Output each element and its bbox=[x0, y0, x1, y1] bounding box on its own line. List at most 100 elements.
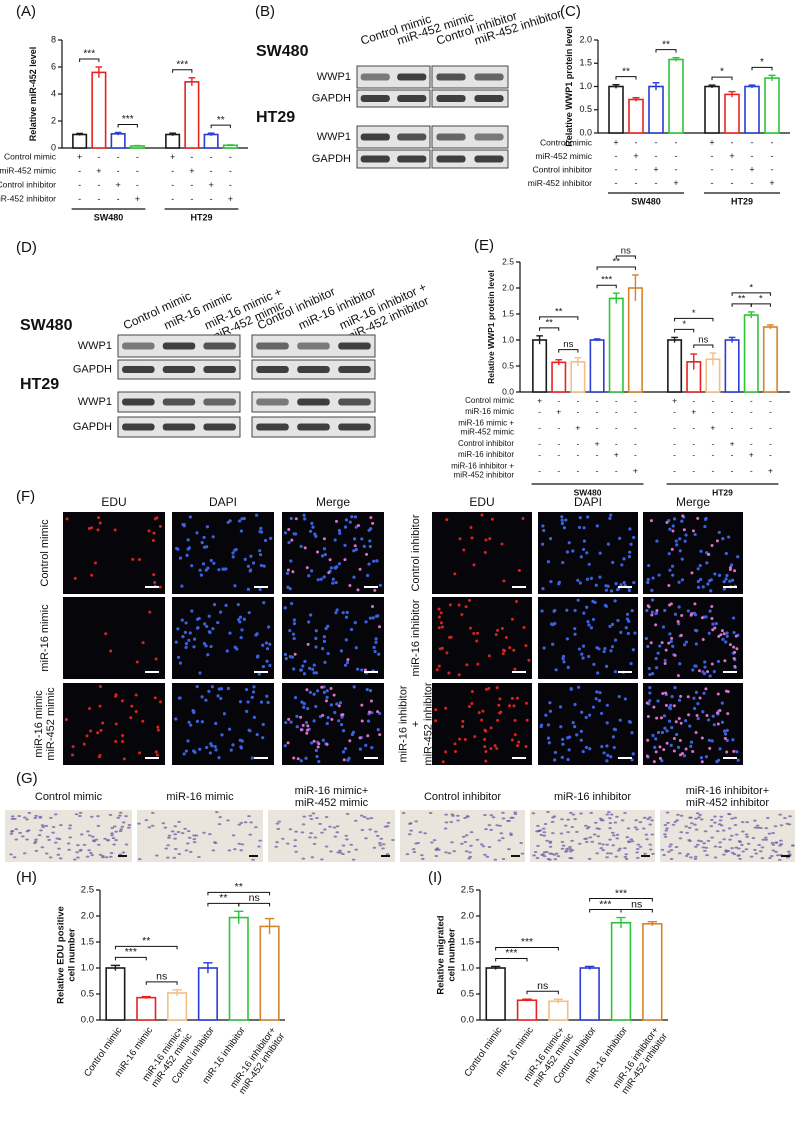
migrated-cell bbox=[301, 823, 306, 826]
edu-nucleus bbox=[645, 701, 649, 705]
migrated-cell bbox=[360, 828, 365, 831]
migrated-cell bbox=[18, 831, 22, 834]
migrated-cell bbox=[85, 855, 90, 858]
nucleus bbox=[606, 584, 610, 588]
sign: - bbox=[576, 395, 579, 405]
nucleus bbox=[594, 583, 598, 587]
edu-nucleus bbox=[358, 567, 362, 571]
edu-nucleus bbox=[661, 691, 665, 695]
migrated-cell bbox=[730, 817, 734, 820]
nucleus bbox=[541, 524, 545, 528]
migrated-cell bbox=[769, 854, 774, 857]
micrograph-bg bbox=[432, 512, 532, 594]
edu-nucleus bbox=[358, 736, 362, 740]
migrated-cell bbox=[687, 826, 692, 829]
blot-row-label: WWP1 bbox=[78, 396, 112, 408]
sign: - bbox=[78, 180, 81, 190]
edu-nucleus bbox=[458, 537, 462, 541]
panel-label: (D) bbox=[16, 239, 37, 256]
nucleus bbox=[606, 753, 610, 757]
nucleus bbox=[628, 550, 632, 554]
significance-bracket bbox=[693, 344, 714, 348]
nucleus bbox=[675, 543, 679, 547]
nucleus bbox=[348, 520, 352, 524]
migrated-cell bbox=[248, 833, 253, 836]
nucleus bbox=[561, 742, 565, 746]
migrated-cell bbox=[542, 834, 547, 837]
migrated-cell bbox=[646, 817, 650, 820]
sign: - bbox=[538, 465, 541, 475]
row-label-line: miR-16 inhibitor + bbox=[451, 462, 514, 471]
edu-nucleus bbox=[377, 625, 381, 629]
edu-nucleus bbox=[684, 747, 688, 751]
nucleus bbox=[200, 720, 204, 724]
edu-nucleus bbox=[449, 635, 453, 639]
nucleus bbox=[661, 625, 666, 629]
edu-nucleus bbox=[513, 733, 517, 737]
nucleus bbox=[293, 696, 298, 700]
nucleus bbox=[610, 622, 615, 626]
nucleus bbox=[588, 713, 592, 717]
migrated-cell bbox=[694, 817, 698, 820]
nucleus bbox=[702, 691, 706, 695]
nucleus bbox=[287, 540, 291, 545]
nucleus bbox=[261, 736, 265, 740]
migrated-cell bbox=[14, 828, 19, 831]
migrated-cell bbox=[434, 848, 439, 851]
row-label-line: Control mimic bbox=[39, 519, 51, 587]
significance-bracket bbox=[539, 316, 579, 320]
migrated-cell bbox=[575, 830, 579, 833]
sign: + bbox=[672, 395, 677, 405]
migrated-cell bbox=[25, 818, 29, 821]
edu-nucleus bbox=[668, 603, 672, 607]
edu-nucleus bbox=[726, 712, 730, 716]
migrated-cell bbox=[608, 821, 613, 824]
migrated-cell bbox=[722, 838, 726, 841]
significance-label: ** bbox=[219, 892, 227, 904]
edu-nucleus bbox=[645, 754, 649, 758]
migrated-cell bbox=[73, 858, 77, 861]
bar bbox=[532, 339, 548, 393]
nucleus bbox=[578, 581, 582, 585]
migrated-cell bbox=[542, 831, 547, 834]
edu-nucleus bbox=[325, 742, 329, 746]
nucleus bbox=[372, 645, 376, 650]
edu-nucleus bbox=[324, 699, 328, 703]
y-tick-label: 2.0 bbox=[579, 34, 592, 44]
micrograph-bg bbox=[643, 512, 743, 594]
sign: - bbox=[692, 438, 695, 448]
migrated-cell bbox=[22, 852, 27, 855]
migrated-cell bbox=[749, 855, 754, 858]
migrated-cell bbox=[734, 833, 739, 836]
nucleus bbox=[692, 706, 697, 711]
edu-nucleus bbox=[299, 715, 303, 719]
error-bar bbox=[728, 90, 736, 98]
edu-nucleus bbox=[718, 709, 722, 713]
sign: - bbox=[655, 138, 658, 148]
migrated-cell bbox=[344, 834, 348, 837]
nucleus bbox=[176, 627, 180, 631]
edu-nucleus bbox=[312, 739, 316, 743]
band bbox=[297, 366, 330, 373]
migrated-cell bbox=[501, 837, 505, 840]
edu-nucleus bbox=[330, 717, 334, 721]
migrated-cell bbox=[428, 812, 433, 815]
nucleus bbox=[186, 538, 190, 542]
migrated-cell bbox=[778, 813, 783, 816]
nucleus bbox=[708, 674, 712, 678]
sign: - bbox=[557, 465, 560, 475]
migrated-cell bbox=[548, 845, 553, 848]
edu-nucleus bbox=[98, 754, 102, 758]
blot-row-label: WWP1 bbox=[317, 131, 351, 143]
nucleus bbox=[333, 538, 337, 542]
nucleus bbox=[340, 715, 344, 719]
bar bbox=[184, 81, 200, 149]
edu-nucleus bbox=[677, 716, 681, 720]
nucleus bbox=[651, 576, 655, 580]
nucleus bbox=[289, 720, 293, 724]
migrated-cell bbox=[47, 838, 51, 841]
band bbox=[122, 342, 155, 350]
sign: + bbox=[208, 180, 213, 190]
nucleus bbox=[211, 627, 215, 631]
migrated-cell bbox=[489, 828, 494, 831]
